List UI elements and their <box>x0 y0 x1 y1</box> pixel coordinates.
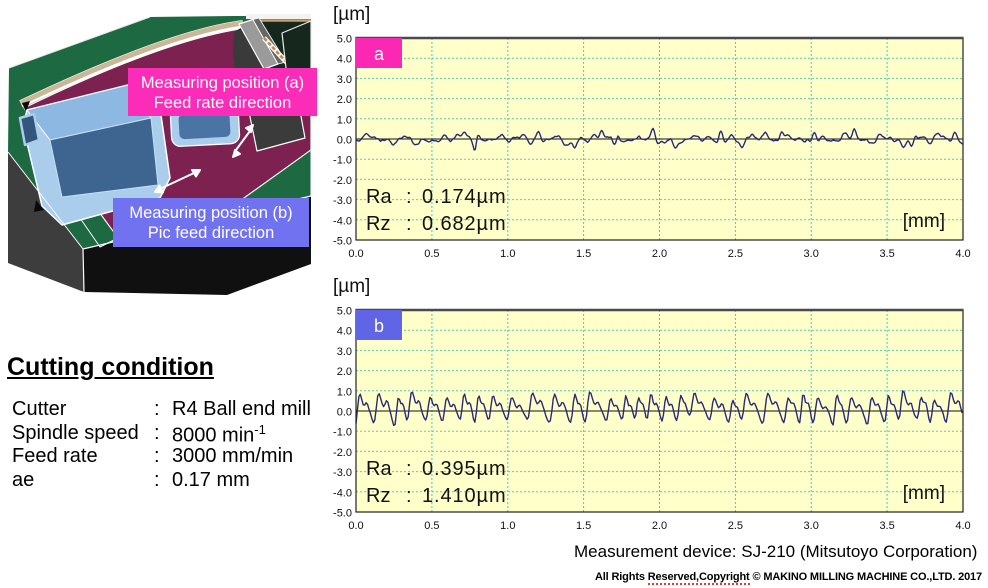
svg-text:Rz:1.410µm: Rz:1.410µm <box>366 485 507 507</box>
svg-text:[mm]: [mm] <box>903 483 945 504</box>
svg-text:-1.0: -1.0 <box>333 427 352 439</box>
svg-text:0.5: 0.5 <box>424 248 439 260</box>
svg-text:b: b <box>374 316 384 336</box>
svg-text:1.0: 1.0 <box>500 248 515 260</box>
svg-text:2.0: 2.0 <box>652 248 667 260</box>
svg-text:-1.0: -1.0 <box>333 155 352 167</box>
svg-text:4.0: 4.0 <box>955 248 970 260</box>
svg-text:0.0: 0.0 <box>348 248 363 260</box>
svg-text:3.5: 3.5 <box>879 520 894 532</box>
svg-text:0.5: 0.5 <box>424 520 439 532</box>
svg-text:2.0: 2.0 <box>337 94 352 106</box>
svg-text:2.0: 2.0 <box>337 366 352 378</box>
svg-text:[mm]: [mm] <box>903 211 945 232</box>
svg-text:3.5: 3.5 <box>879 248 894 260</box>
svg-text:0.0: 0.0 <box>348 520 363 532</box>
svg-text:1.0: 1.0 <box>337 386 352 398</box>
svg-text:Ra:0.395µm: Ra:0.395µm <box>366 458 507 480</box>
svg-text:3.0: 3.0 <box>337 346 352 358</box>
svg-text:-3.0: -3.0 <box>333 195 352 207</box>
svg-text:4.0: 4.0 <box>337 54 352 66</box>
svg-text:4.0: 4.0 <box>955 520 970 532</box>
svg-text:[µm]: [µm] <box>333 276 370 297</box>
svg-text:-4.0: -4.0 <box>333 215 352 227</box>
svg-text:0.0: 0.0 <box>337 407 352 419</box>
svg-text:3.0: 3.0 <box>337 74 352 86</box>
svg-text:5.0: 5.0 <box>337 34 352 46</box>
svg-text:-5.0: -5.0 <box>333 508 352 520</box>
svg-text:-2.0: -2.0 <box>333 175 352 187</box>
svg-text:4.0: 4.0 <box>337 326 352 338</box>
svg-text:-4.0: -4.0 <box>333 487 352 499</box>
svg-text:Ra:0.174µm: Ra:0.174µm <box>366 186 507 208</box>
svg-text:2.0: 2.0 <box>652 520 667 532</box>
svg-text:1.5: 1.5 <box>576 248 591 260</box>
svg-text:3.0: 3.0 <box>804 248 819 260</box>
svg-text:2.5: 2.5 <box>728 520 743 532</box>
svg-text:a: a <box>374 44 385 64</box>
svg-text:[µm]: [µm] <box>333 4 370 25</box>
svg-text:1.0: 1.0 <box>500 520 515 532</box>
svg-text:0.0: 0.0 <box>337 135 352 147</box>
svg-text:Rz:0.682µm: Rz:0.682µm <box>366 213 507 235</box>
svg-text:-3.0: -3.0 <box>333 467 352 479</box>
svg-text:2.5: 2.5 <box>728 248 743 260</box>
svg-text:3.0: 3.0 <box>804 520 819 532</box>
svg-text:1.0: 1.0 <box>337 114 352 126</box>
svg-text:-5.0: -5.0 <box>333 236 352 248</box>
svg-text:-2.0: -2.0 <box>333 447 352 459</box>
svg-text:5.0: 5.0 <box>337 306 352 318</box>
svg-text:1.5: 1.5 <box>576 520 591 532</box>
